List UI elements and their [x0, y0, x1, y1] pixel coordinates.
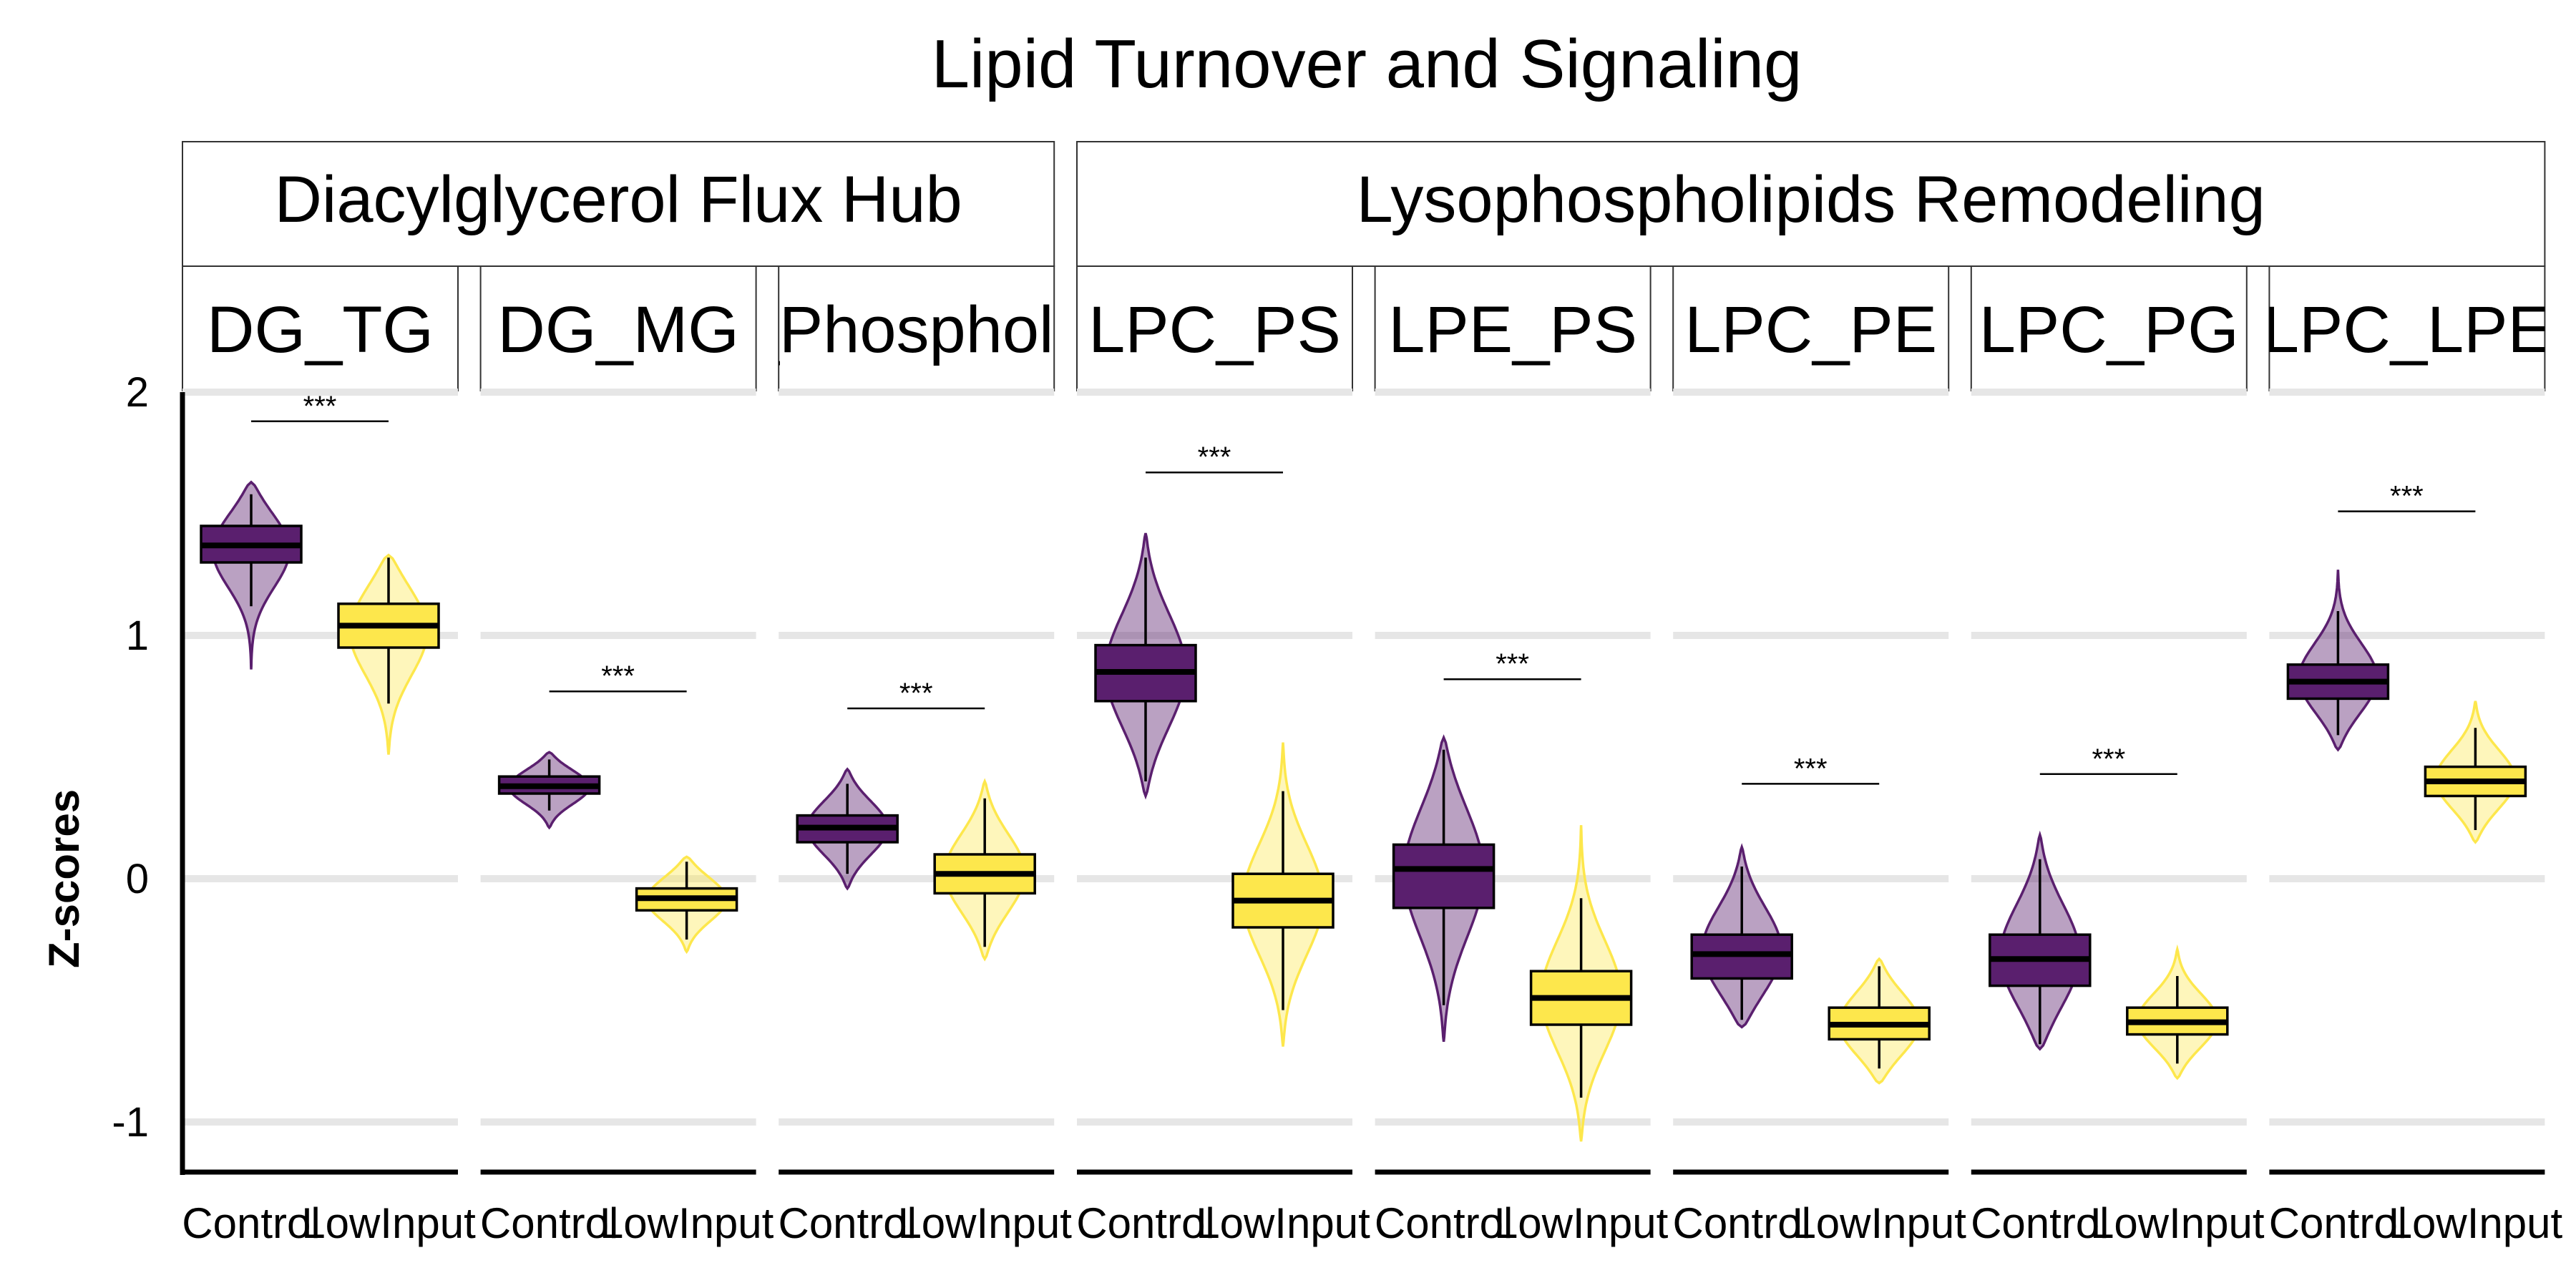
x-tick-label: Control [1076, 1199, 1214, 1247]
facet-group-strip: Diacylglycerol Flux Hub [182, 141, 1055, 267]
x-tick-label: Control [1971, 1199, 2109, 1247]
x-tick-label: LowInput [2090, 1199, 2265, 1247]
violin-lowinput [933, 778, 1036, 962]
significance-label: *** [1794, 753, 1828, 784]
violin-control [1989, 830, 2092, 1051]
significance-label: *** [2092, 743, 2125, 775]
facet-strips: Diacylglycerol Flux Hub Lysophospholipids… [182, 141, 2552, 391]
y-tick-label: 1 [126, 613, 149, 659]
facet-group-strip-box [182, 141, 1055, 267]
x-tick-label: Control [480, 1199, 618, 1247]
x-tick-label: LowInput [600, 1199, 774, 1247]
facet-strip-box [1970, 265, 2248, 391]
facet-strip-label: DG_Phospholipids [644, 293, 1189, 366]
facet-strip-label: DG_TG [207, 293, 434, 366]
x-tick-label: LowInput [1792, 1199, 1966, 1247]
violin-control [200, 480, 303, 670]
plot-marks: *** *** *** *** *** *** *** *** [200, 391, 2527, 1142]
x-tick-label: LowInput [1494, 1199, 1669, 1247]
x-tick-label: LowInput [301, 1199, 476, 1247]
x-tick-label: Control [1375, 1199, 1513, 1247]
facet-strip-box [778, 265, 1055, 391]
facet-panel-dg-phospholipids: *** [796, 678, 1036, 962]
facet-strip-box [2268, 265, 2546, 391]
facet-strip-box [1672, 265, 1950, 391]
facet-strip-label: LPC_LPE [2263, 293, 2552, 366]
chart-title: Lipid Turnover and Signaling [932, 26, 1802, 102]
y-tick-label: -1 [112, 1099, 149, 1146]
significance-label: *** [1198, 441, 1231, 473]
x-tick-label: Control [778, 1199, 916, 1247]
y-axis-label: Z-scores [40, 789, 88, 968]
facet-panel-lpc-lpe: *** [2286, 481, 2527, 844]
facet-group-label: Diacylglycerol Flux Hub [274, 163, 962, 236]
y-tick-label: 0 [126, 856, 149, 902]
x-tick-label: LowInput [1196, 1199, 1370, 1247]
x-tick-label: Control [2269, 1199, 2407, 1247]
violin-lowinput [1529, 825, 1633, 1142]
facet-strip-box [479, 265, 757, 391]
violin-lowinput [337, 553, 440, 755]
facet-panel-lpe-ps: *** [1392, 648, 1633, 1142]
significance-label: *** [899, 678, 933, 709]
facet-strip-label: LPC_PG [1979, 293, 2239, 366]
violin-control [2286, 570, 2390, 752]
facet-strip-label: DG_MG [497, 293, 738, 366]
facet-strip-label: LPC_PS [1088, 293, 1341, 366]
significance-label: *** [303, 391, 337, 422]
violin-control [1094, 532, 1197, 800]
significance-label: *** [1496, 648, 1529, 680]
facet-panel-lpc-pe: *** [1690, 753, 1931, 1085]
facet-panel-lpc-pg: *** [1989, 743, 2229, 1080]
facet-panel-dg-tg: *** [200, 391, 440, 755]
violin-control [497, 751, 601, 830]
facet-strip-box [1374, 265, 1652, 391]
violin-control [1392, 734, 1496, 1042]
facet-panel-lpc-ps: *** [1094, 441, 1335, 1047]
x-tick-label: Control [182, 1199, 320, 1247]
violin-lowinput [635, 855, 738, 955]
x-tick-label: LowInput [897, 1199, 1072, 1247]
violin-lowinput [1231, 742, 1335, 1047]
facet-panel-dg-mg: *** [497, 660, 738, 955]
violin-control [796, 767, 899, 891]
facet-strip-label: LPC_PE [1684, 293, 1937, 366]
violin-lowinput [1828, 957, 1931, 1085]
x-tick-label: Control [1672, 1199, 1810, 1247]
facet-strip-box [182, 265, 459, 391]
facet-group-label: Lysophospholipids Remodeling [1357, 163, 2265, 236]
violin-lowinput [2126, 944, 2229, 1080]
significance-label: *** [2390, 481, 2424, 512]
violin-control [1690, 843, 1793, 1029]
violin-lowinput [2424, 701, 2527, 844]
facet-group-strip: Lysophospholipids Remodeling [1076, 141, 2546, 267]
box-iqr [1392, 843, 1496, 909]
facet-group-strip-box [1076, 141, 2546, 267]
facet-strip-label: LPE_PS [1388, 293, 1637, 366]
significance-label: *** [601, 660, 635, 692]
x-tick-label: LowInput [2389, 1199, 2563, 1247]
y-tick-label: 2 [126, 369, 149, 416]
